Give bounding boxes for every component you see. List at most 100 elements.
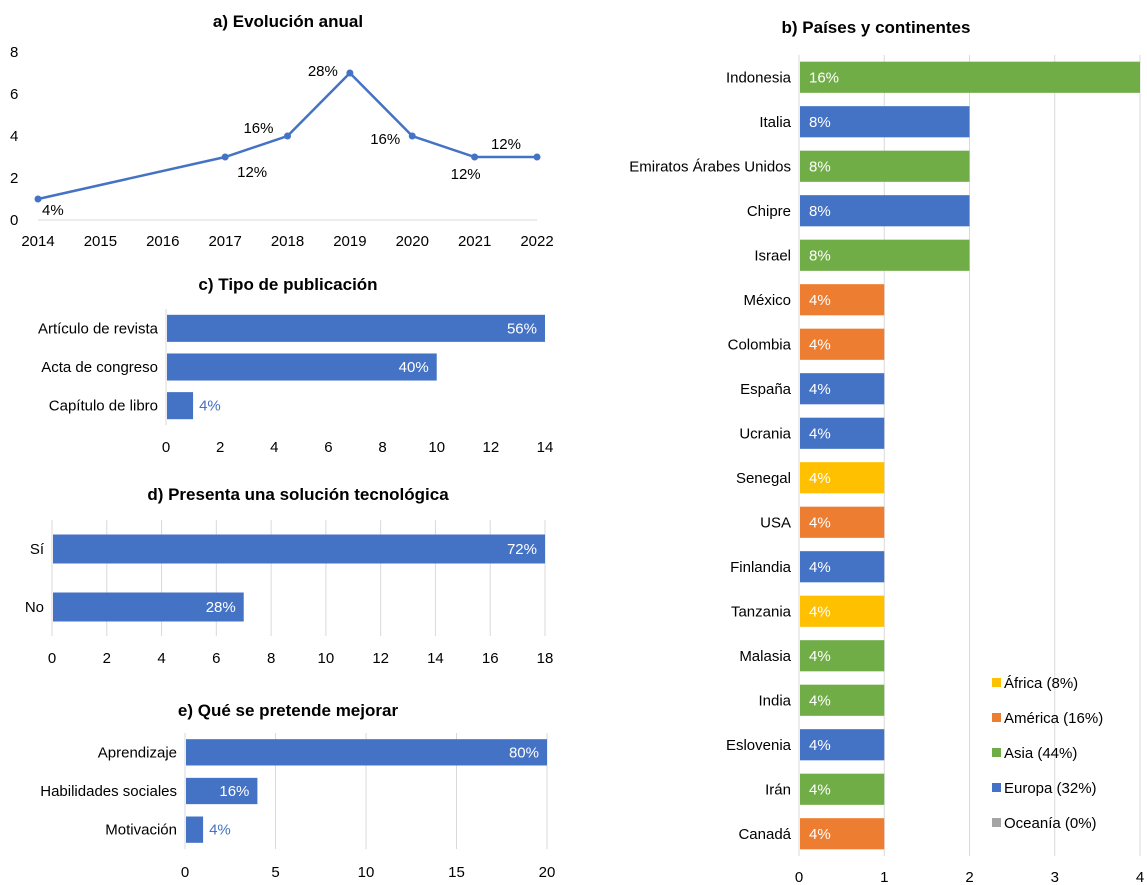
chart-a-y-tick: 8 — [10, 44, 18, 61]
legend-swatch — [992, 748, 1001, 757]
chart-e-x-tick: 15 — [448, 864, 465, 881]
chart-e-data-label: 80% — [509, 744, 539, 761]
chart-c-x-tick: 6 — [324, 439, 332, 456]
chart-d-data-label: 72% — [507, 541, 537, 558]
chart-b-bar — [800, 595, 885, 627]
chart-a-x-tick: 2015 — [84, 233, 117, 250]
chart-b-category-label: Eslovenia — [726, 737, 792, 754]
chart-d-title: d) Presenta una solución tecnológica — [147, 485, 449, 504]
chart-b-bar — [800, 506, 885, 538]
chart-c-x-tick: 2 — [216, 439, 224, 456]
chart-c-bar — [167, 314, 545, 342]
chart-a-point — [284, 132, 291, 140]
chart-a-data-label: 16% — [243, 120, 273, 137]
chart-b-x-tick: 4 — [1136, 869, 1144, 885]
chart-a-y-tick: 4 — [10, 128, 18, 145]
chart-b-bar — [800, 462, 885, 494]
chart-b-bar — [800, 328, 885, 360]
chart-a-data-label: 28% — [308, 63, 338, 80]
legend-label: Asia (44%) — [1004, 745, 1077, 762]
chart-a-point — [221, 153, 229, 161]
legend-swatch — [992, 678, 1001, 687]
chart-a-data-label: 12% — [451, 166, 481, 183]
chart-a-line: 0 2 4 6 8 2014 2015 2016 2017 2018 2019 2020 2021 202… — [10, 44, 554, 250]
chart-b-category-label: Colombia — [728, 336, 792, 353]
chart-c-category-label: Artículo de revista — [38, 320, 159, 337]
chart-b-bar — [800, 150, 970, 182]
chart-e-improve-bars: 0 5 10 15 20 Aprendizaje 80% Habilidades social… — [40, 733, 555, 881]
chart-d-category-label: No — [25, 599, 44, 616]
chart-b-bar — [800, 551, 885, 583]
chart-a-y-tick: 0 — [10, 212, 18, 229]
chart-a-title: a) Evolución anual — [213, 12, 363, 31]
chart-e-bar — [186, 739, 547, 766]
chart-e-category-label: Habilidades sociales — [40, 783, 177, 800]
chart-b-data-label: 4% — [809, 781, 831, 798]
chart-b-data-label: 8% — [809, 203, 831, 220]
chart-c-x-tick: 12 — [483, 439, 500, 456]
chart-b-x-tick: 0 — [795, 869, 803, 885]
legend-swatch — [992, 783, 1001, 792]
chart-b-data-label: 4% — [809, 470, 831, 487]
chart-c-publication-bars: 0 2 4 6 8 10 12 14 Artículo de revista 56% Acta de… — [38, 309, 553, 456]
chart-b-category-label: Israel — [754, 247, 791, 264]
chart-b-category-label: Finlandia — [730, 559, 792, 576]
legend-label: África (8%) — [1004, 675, 1078, 692]
chart-a-x-tick: 2016 — [146, 233, 179, 250]
chart-b-category-label: USA — [760, 514, 791, 531]
chart-a-y-tick: 6 — [10, 86, 18, 103]
chart-b-category-label: Irán — [765, 781, 791, 798]
chart-d-x-tick: 4 — [157, 650, 165, 667]
chart-d-x-tick: 10 — [318, 650, 335, 667]
chart-c-x-tick: 10 — [428, 439, 445, 456]
legend-label: Oceanía (0%) — [1004, 815, 1097, 832]
chart-c-x-tick: 8 — [378, 439, 386, 456]
chart-d-category-label: Sí — [30, 541, 45, 558]
chart-a-point — [34, 195, 42, 203]
chart-b-data-label: 4% — [809, 648, 831, 665]
chart-c-title: c) Tipo de publicación — [198, 275, 377, 294]
chart-a-data-label: 4% — [42, 202, 64, 219]
chart-b-category-label: Italia — [759, 114, 791, 131]
chart-b-bar — [800, 61, 1140, 93]
legend-label: Europa (32%) — [1004, 780, 1097, 797]
chart-e-data-label: 4% — [209, 822, 231, 839]
chart-c-data-label: 4% — [199, 398, 221, 415]
chart-b-category-label: India — [758, 692, 791, 709]
chart-b-bar — [800, 239, 970, 271]
chart-b-category-label: Tanzania — [731, 603, 792, 620]
chart-c-bar — [167, 392, 194, 420]
chart-c-category-label: Acta de congreso — [41, 359, 158, 376]
chart-d-x-tick: 16 — [482, 650, 499, 667]
chart-a-x-tick: 2019 — [333, 233, 366, 250]
chart-b-data-label: 8% — [809, 247, 831, 264]
chart-b-data-label: 4% — [809, 381, 831, 398]
chart-d-x-tick: 18 — [537, 650, 554, 667]
chart-a-x-tick: 2020 — [396, 233, 429, 250]
chart-b-category-label: Indonesia — [726, 69, 792, 86]
chart-c-x-tick: 0 — [162, 439, 170, 456]
chart-b-x-tick: 2 — [965, 869, 973, 885]
chart-d-x-tick: 8 — [267, 650, 275, 667]
chart-b-data-label: 4% — [809, 692, 831, 709]
chart-a-x-tick: 2021 — [458, 233, 491, 250]
chart-c-data-label: 56% — [507, 320, 537, 337]
chart-b-category-label: España — [740, 381, 792, 398]
chart-b-x-tick: 1 — [880, 869, 888, 885]
chart-b-data-label: 4% — [809, 737, 831, 754]
chart-b-category-label: Chipre — [747, 203, 791, 220]
chart-b-category-label: Emiratos Árabes Unidos — [629, 158, 791, 175]
chart-c-category-label: Capítulo de libro — [49, 398, 158, 415]
legend-label: América (16%) — [1004, 710, 1103, 727]
chart-d-x-tick: 6 — [212, 650, 220, 667]
chart-a-point — [533, 153, 541, 161]
chart-e-title: e) Qué se pretende mejorar — [178, 701, 399, 720]
chart-d-x-tick: 0 — [48, 650, 56, 667]
chart-b-data-label: 4% — [809, 292, 831, 309]
legend-swatch — [992, 818, 1001, 827]
chart-a-x-tick: 2017 — [208, 233, 241, 250]
chart-e-data-label: 16% — [219, 783, 249, 800]
chart-c-bar — [167, 353, 437, 381]
chart-e-x-tick: 0 — [181, 864, 189, 881]
